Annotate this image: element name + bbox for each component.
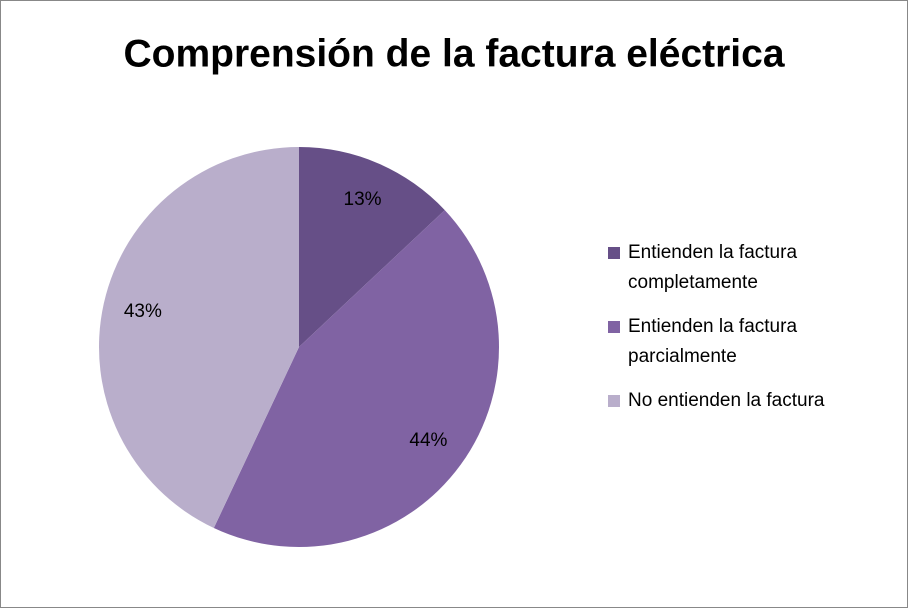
- legend-swatch: [608, 321, 620, 333]
- data-label: 43%: [124, 301, 162, 322]
- legend-label: Entienden la factura completamente: [628, 242, 798, 293]
- legend: Entienden la factura completamente Entien…: [608, 238, 898, 430]
- legend-swatch: [608, 395, 620, 407]
- pie-slice: [99, 147, 299, 528]
- legend-swatch: [608, 247, 620, 259]
- data-label: 13%: [344, 189, 382, 210]
- data-label: 44%: [409, 430, 447, 451]
- legend-label: Entienden la factura parcialmente: [628, 316, 798, 367]
- pie-slice: [213, 210, 499, 547]
- pie: 13% 44% 43%: [99, 147, 499, 547]
- chart-title: Comprensión de la factura eléctrica: [123, 32, 784, 75]
- legend-item: Entienden la factura parcialmente: [608, 312, 898, 372]
- pie-slice: [299, 147, 445, 347]
- legend-label: No entienden la factura: [628, 390, 825, 411]
- legend-item: Entienden la factura completamente: [608, 238, 898, 298]
- legend-item: No entienden la factura: [608, 386, 898, 416]
